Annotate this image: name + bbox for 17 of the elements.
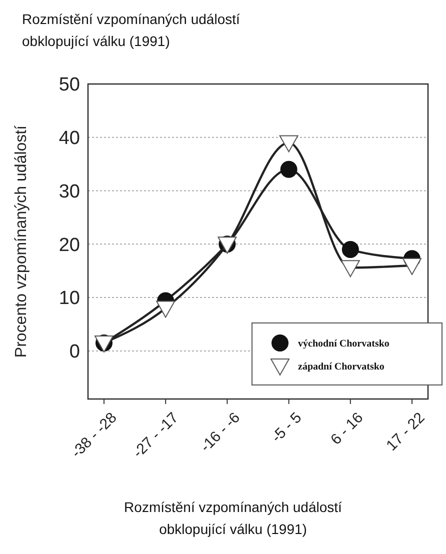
legend-label: východní Chorvatsko xyxy=(298,338,390,350)
y-tick-label: 10 xyxy=(58,288,80,310)
chart-title: Rozmístění vzpomínaných událostí obklopující válku (1991) xyxy=(22,11,240,49)
x-tick-label: 6 - 16 xyxy=(328,409,367,448)
x-tick-label: -5 - 5 xyxy=(268,409,306,446)
x-tick-label: -27 - -17 xyxy=(130,409,182,462)
x-axis-title: Rozmístění vzpomínaných událostí obklopující válku (1991) xyxy=(124,499,342,537)
y-tick-label: 0 xyxy=(69,342,80,363)
x-tick-label: -38 - -28 xyxy=(68,409,120,462)
y-axis-title: Procento vzpomínaných událostí xyxy=(13,124,30,358)
y-tick-label: 40 xyxy=(58,128,80,150)
y-tick-label: 20 xyxy=(58,234,80,256)
y-tick-label: 50 xyxy=(58,74,80,96)
x-tick-label: 17 - 22 xyxy=(383,409,428,454)
legend-label: západní Chorvatsko xyxy=(298,361,384,372)
y-tick-label: 30 xyxy=(58,181,80,202)
x-tick-label: -16 - -6 xyxy=(197,409,244,456)
